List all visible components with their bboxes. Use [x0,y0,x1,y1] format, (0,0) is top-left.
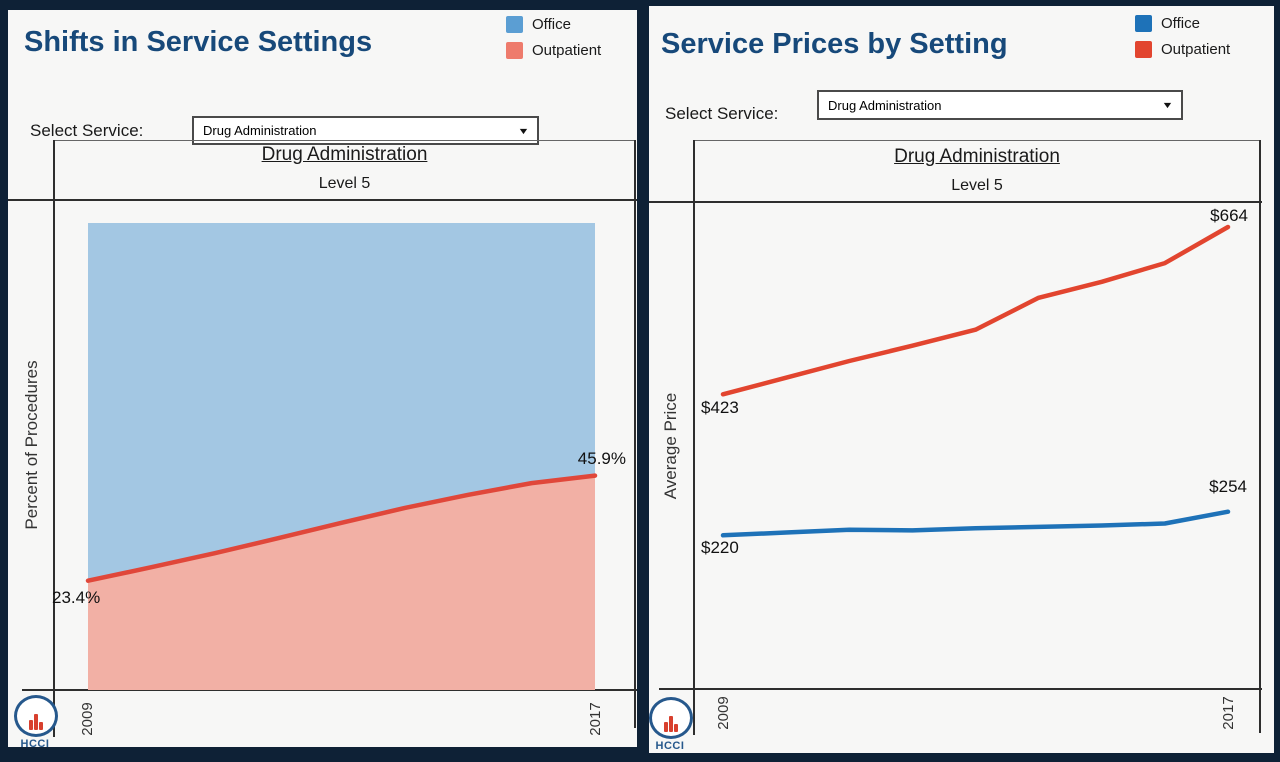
title-separator-line [8,199,637,201]
office-last-value-label: $254 [1209,477,1247,496]
legend-item-office[interactable]: Office [506,16,601,33]
caret-down-icon: ▼ [1161,100,1174,110]
x-tick-2009: 2009 [714,696,732,730]
chart-title: Drug Administration [894,146,1060,167]
chart-right-border [634,140,636,728]
legend-item-outpatient[interactable]: Outpatient [506,42,601,59]
outpatient-first-value-label: $423 [701,398,739,417]
dropdown-value: Drug Administration [828,97,942,113]
legend-item-office[interactable]: Office [1135,15,1230,32]
select-service-label: Select Service: [665,104,779,123]
chart-top-border [53,140,636,141]
y-axis-line [53,140,55,737]
x-tick-2017: 2017 [1219,696,1237,730]
y-axis-title: Average Price [661,392,680,500]
y-axis-title: Percent of Procedures [22,360,41,530]
hcci-logo-icon [14,695,58,737]
chart-subtitle: Level 5 [318,175,371,192]
legend-swatch-outpatient [506,42,523,59]
legend-item-outpatient[interactable]: Outpatient [1135,41,1230,58]
outpatient-first-value-label: 23.4% [52,588,101,607]
legend-swatch-office [506,16,523,33]
outpatient-last-value-label: 45.9% [577,449,626,468]
x-axis-line [659,688,1262,690]
x-tick-2017: 2017 [586,702,604,736]
area-chart-percent-of-procedures[interactable] [53,200,636,690]
y-axis-line [693,140,695,735]
legend-swatch-outpatient [1135,41,1152,58]
page-title: Service Prices by Setting [661,28,1008,60]
hcci-logo: HCCI [649,697,693,752]
select-service-label: Select Service: [30,121,144,140]
legend-label-office: Office [1161,15,1200,32]
hcci-logo-text: HCCI [20,738,50,750]
outpatient-last-value-label: $664 [1210,206,1248,225]
hcci-logo: HCCI [14,695,58,750]
panel-shifts-in-service-settings: Shifts in Service Settings Office Outpat… [8,10,637,750]
legend-label-office: Office [532,16,571,33]
x-tick-2009: 2009 [78,702,96,736]
line-chart-average-price[interactable] [693,202,1261,688]
chart-right-border [1259,140,1261,733]
legend: Office Outpatient [1135,15,1230,58]
hcci-logo-icon [649,697,693,739]
title-separator-line [649,201,1262,203]
legend-swatch-office [1135,15,1152,32]
dropdown-value: Drug Administration [203,123,317,138]
chart-subtitle: Level 5 [951,177,1003,194]
chart-top-border [693,140,1261,141]
hcci-logo-text: HCCI [655,740,685,752]
legend: Office Outpatient [506,16,601,59]
select-service-dropdown[interactable]: Drug Administration ▼ [817,90,1183,120]
page-title: Shifts in Service Settings [24,26,373,58]
legend-label-outpatient: Outpatient [532,42,602,59]
chart-title: Drug Administration [261,144,428,165]
legend-label-outpatient: Outpatient [1161,41,1231,58]
office-first-value-label: $220 [701,538,739,557]
panel-service-prices-by-setting: Service Prices by Setting Office Outpati… [649,6,1274,753]
x-axis-line [22,689,637,691]
caret-down-icon: ▼ [517,125,530,136]
